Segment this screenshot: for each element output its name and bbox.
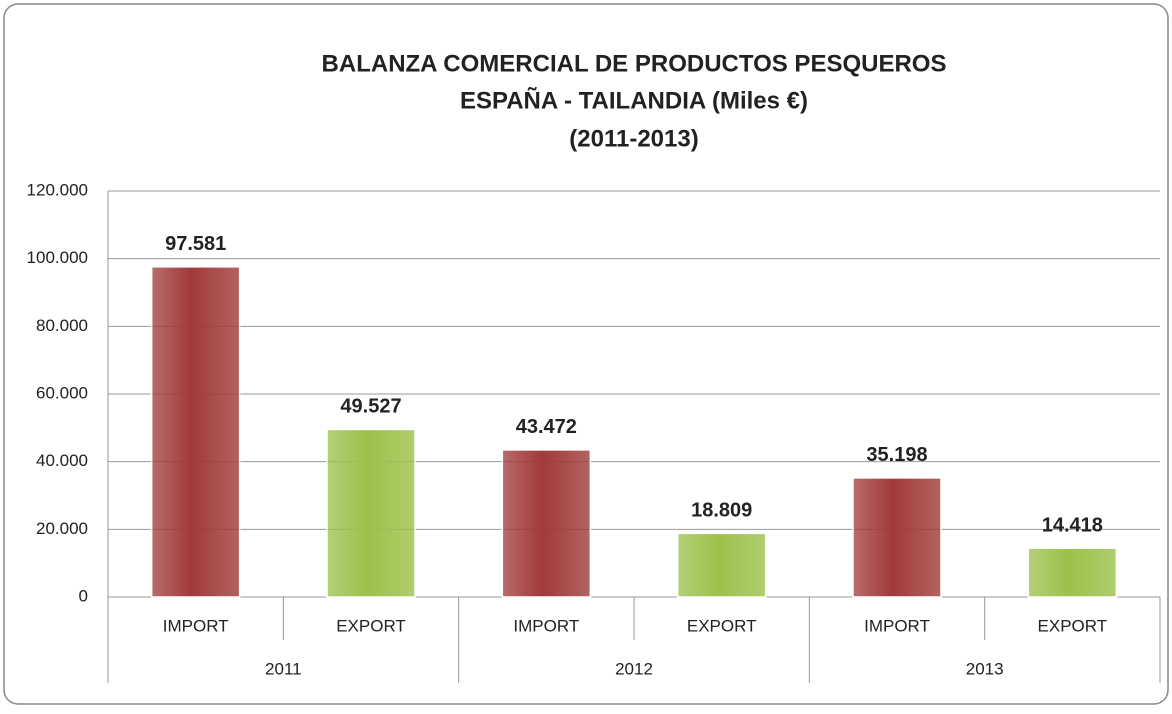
bar	[676, 532, 767, 598]
y-tick-label: 0	[79, 586, 88, 605]
data-label: 18.809	[691, 500, 752, 522]
x-tick-label: IMPORT	[163, 616, 229, 635]
group-label: 2011	[265, 659, 302, 678]
x-tick-label: EXPORT	[336, 616, 406, 635]
y-tick-label: 20.000	[36, 519, 88, 538]
bar	[852, 477, 942, 598]
group-label: 2012	[615, 659, 653, 678]
data-label: 97.581	[165, 233, 226, 255]
chart-title: ESPAÑA - TAILANDIA (Miles €)	[460, 86, 808, 114]
data-label: 49.527	[340, 396, 401, 418]
y-tick-label: 100.000	[27, 248, 88, 267]
x-tick-label: IMPORT	[864, 616, 930, 635]
group-label: 2013	[966, 659, 1004, 678]
bar	[150, 266, 241, 598]
y-tick-label: 120.000	[27, 180, 88, 199]
x-tick-label: IMPORT	[513, 616, 579, 635]
y-tick-label: 40.000	[36, 451, 88, 470]
y-tick-label: 80.000	[36, 316, 88, 335]
chart-title: BALANZA COMERCIAL DE PRODUCTOS PESQUEROS	[322, 50, 947, 77]
x-tick-label: EXPORT	[1038, 616, 1108, 635]
y-tick-label: 60.000	[36, 383, 88, 402]
bar	[501, 449, 592, 598]
chart-title: (2011-2013)	[569, 125, 698, 152]
bar	[326, 428, 416, 598]
x-tick-label: EXPORT	[687, 616, 757, 635]
data-label: 35.198	[866, 444, 927, 466]
data-label: 14.418	[1042, 515, 1103, 537]
bar	[1027, 547, 1118, 598]
data-label: 43.472	[516, 416, 577, 438]
